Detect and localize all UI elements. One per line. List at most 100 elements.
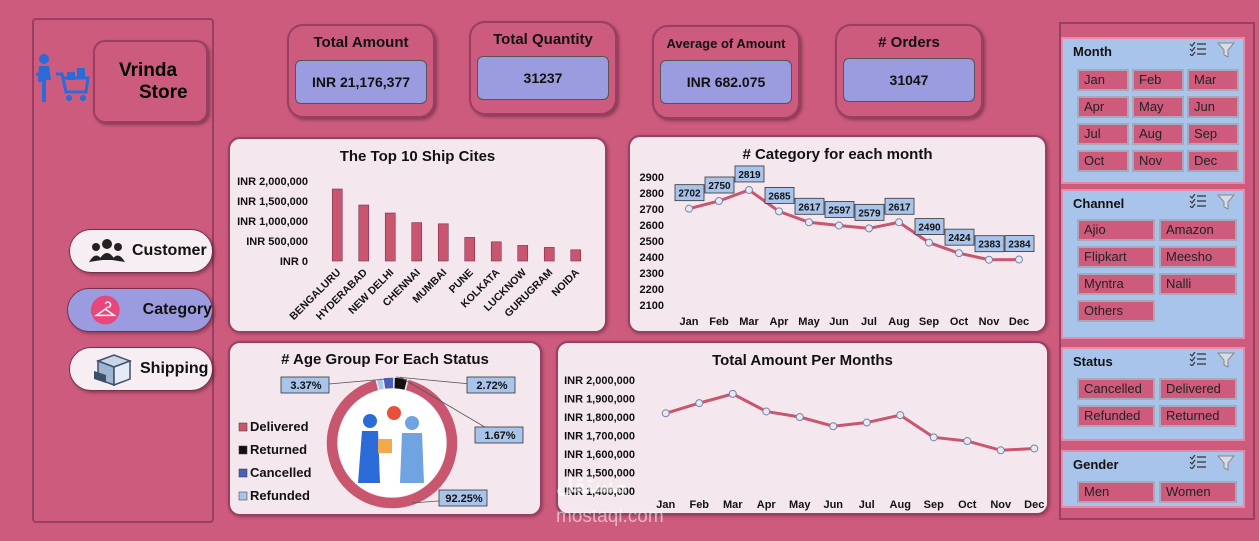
status-donut-chart: # Age Group For Each Status 92.25% 3.37% 2… — [228, 341, 542, 516]
series-line — [665, 392, 1035, 452]
data-label: 2579 — [858, 208, 881, 219]
bar — [437, 223, 449, 262]
slicer-item-cancelled[interactable]: Cancelled — [1077, 378, 1155, 400]
x-tick-label: NOIDA — [549, 266, 582, 299]
slicer-month: Month Jan Feb Mar Apr May Jun Jul Aug Sep Oct Nov De… — [1061, 37, 1245, 184]
kpi-value: 31047 — [843, 58, 975, 102]
clear-filter-icon[interactable] — [1217, 455, 1235, 471]
line-chart-plot: 2100 2200 2300 2400 2500 2600 2700 2800 2900 2702… — [640, 165, 1035, 328]
slicer-title: Channel — [1073, 196, 1125, 211]
multi-select-icon[interactable] — [1189, 194, 1207, 208]
slicer-item-returned[interactable]: Returned — [1159, 405, 1237, 427]
data-label: 2490 — [918, 223, 941, 234]
nav-button-customer[interactable]: Customer — [69, 229, 213, 273]
slicer-item-nov[interactable]: Nov — [1132, 150, 1184, 172]
customer-person-icon — [405, 416, 419, 430]
y-tick-label: INR 1,500,000 — [237, 196, 308, 208]
data-point — [985, 255, 993, 264]
x-tick-label: Dec — [1009, 316, 1029, 328]
clear-filter-icon[interactable] — [1217, 194, 1235, 210]
slicer-item-women[interactable]: Women — [1159, 481, 1237, 503]
multi-select-icon[interactable] — [1189, 352, 1207, 366]
y-tick-label: 2600 — [640, 220, 664, 232]
data-label: 3.37% — [290, 380, 321, 392]
data-label-box — [674, 184, 705, 202]
x-tick-label: Mar — [723, 499, 743, 511]
data-label: 1.67% — [484, 430, 515, 442]
chart-title: # Category for each month — [742, 146, 933, 163]
y-tick-label: 2900 — [640, 172, 664, 184]
kpi-title: Total Quantity — [493, 31, 593, 48]
slicer-item-mar[interactable]: Mar — [1187, 69, 1239, 91]
slicer-gender: Gender Men Women — [1061, 450, 1245, 508]
legend-swatch — [238, 491, 248, 501]
data-point — [685, 204, 693, 213]
slicer-panel — [1059, 22, 1255, 520]
kpi-value: INR 682.075 — [660, 60, 792, 104]
x-tick-label: Apr — [770, 316, 790, 328]
x-tick-label: Sep — [924, 499, 944, 511]
slicer-item-refunded[interactable]: Refunded — [1077, 405, 1155, 427]
x-tick-label: Jan — [656, 499, 675, 511]
slicer-item-jan[interactable]: Jan — [1077, 69, 1129, 91]
data-label-box — [824, 201, 855, 218]
slicer-item-apr[interactable]: Apr — [1077, 96, 1129, 118]
data-point — [895, 218, 903, 227]
nav-button-shipping[interactable]: Shipping — [69, 347, 213, 391]
data-point — [862, 418, 871, 427]
data-label: 2424 — [948, 233, 971, 244]
data-label-box — [1004, 235, 1035, 252]
x-tick-label: Mar — [739, 316, 759, 328]
slicer-item-jul[interactable]: Jul — [1077, 123, 1129, 145]
data-label: 2597 — [828, 205, 851, 216]
slicer-item-feb[interactable]: Feb — [1132, 69, 1184, 91]
donut-slice — [392, 376, 409, 392]
kpi-title: Total Amount — [313, 34, 409, 51]
delivery-person-icon — [363, 414, 377, 428]
y-tick-label: INR 0 — [280, 256, 308, 268]
slicer-title: Gender — [1073, 457, 1119, 472]
clear-filter-icon[interactable] — [1217, 42, 1235, 58]
data-label-box — [438, 489, 488, 507]
data-label-box — [794, 197, 825, 215]
slicer-item-sep[interactable]: Sep — [1187, 123, 1239, 145]
slicer-item-men[interactable]: Men — [1077, 481, 1155, 503]
slicer-item-delivered[interactable]: Delivered — [1159, 378, 1237, 400]
legend-swatch — [238, 445, 248, 455]
multi-select-icon[interactable] — [1189, 42, 1207, 56]
slicer-item-flipkart[interactable]: Flipkart — [1077, 246, 1155, 268]
data-label: 2383 — [978, 240, 1001, 251]
multi-select-icon[interactable] — [1189, 455, 1207, 469]
slicer-item-nalli[interactable]: Nalli — [1159, 273, 1237, 295]
store-name-line2: Store — [139, 82, 188, 103]
data-point — [896, 411, 905, 420]
y-tick-label: INR 2,000,000 — [237, 176, 308, 188]
slicer-item-jun[interactable]: Jun — [1187, 96, 1239, 118]
bar — [464, 237, 476, 262]
slicer-item-ajio[interactable]: Ajio — [1077, 219, 1155, 241]
bar — [570, 249, 582, 262]
nav-button-category[interactable]: Category — [67, 288, 213, 332]
slicer-item-may[interactable]: May — [1132, 96, 1184, 118]
x-tick-label: Jun — [829, 316, 849, 328]
slicer-item-aug[interactable]: Aug — [1132, 123, 1184, 145]
data-label-box — [944, 228, 975, 246]
x-tick-label: Oct — [958, 499, 977, 511]
slicer-item-dec[interactable]: Dec — [1187, 150, 1239, 172]
slicer-item-oct[interactable]: Oct — [1077, 150, 1129, 172]
bar — [358, 204, 370, 262]
x-tick-label: Aug — [890, 499, 911, 511]
data-point — [955, 249, 963, 258]
slicer-item-meesho[interactable]: Meesho — [1159, 246, 1237, 268]
slicer-channel: Channel Ajio Amazon Flipkart Meesho Myntra Nal… — [1061, 189, 1245, 339]
bar — [543, 247, 555, 262]
data-point — [929, 433, 938, 442]
slicer-item-amazon[interactable]: Amazon — [1159, 219, 1237, 241]
slicer-item-others[interactable]: Others — [1077, 300, 1155, 322]
bar — [517, 245, 529, 262]
clear-filter-icon[interactable] — [1217, 352, 1235, 368]
bar — [411, 222, 423, 262]
slicer-item-myntra[interactable]: Myntra — [1077, 273, 1155, 295]
data-point — [775, 207, 783, 216]
x-tick-label: Dec — [1024, 499, 1044, 511]
